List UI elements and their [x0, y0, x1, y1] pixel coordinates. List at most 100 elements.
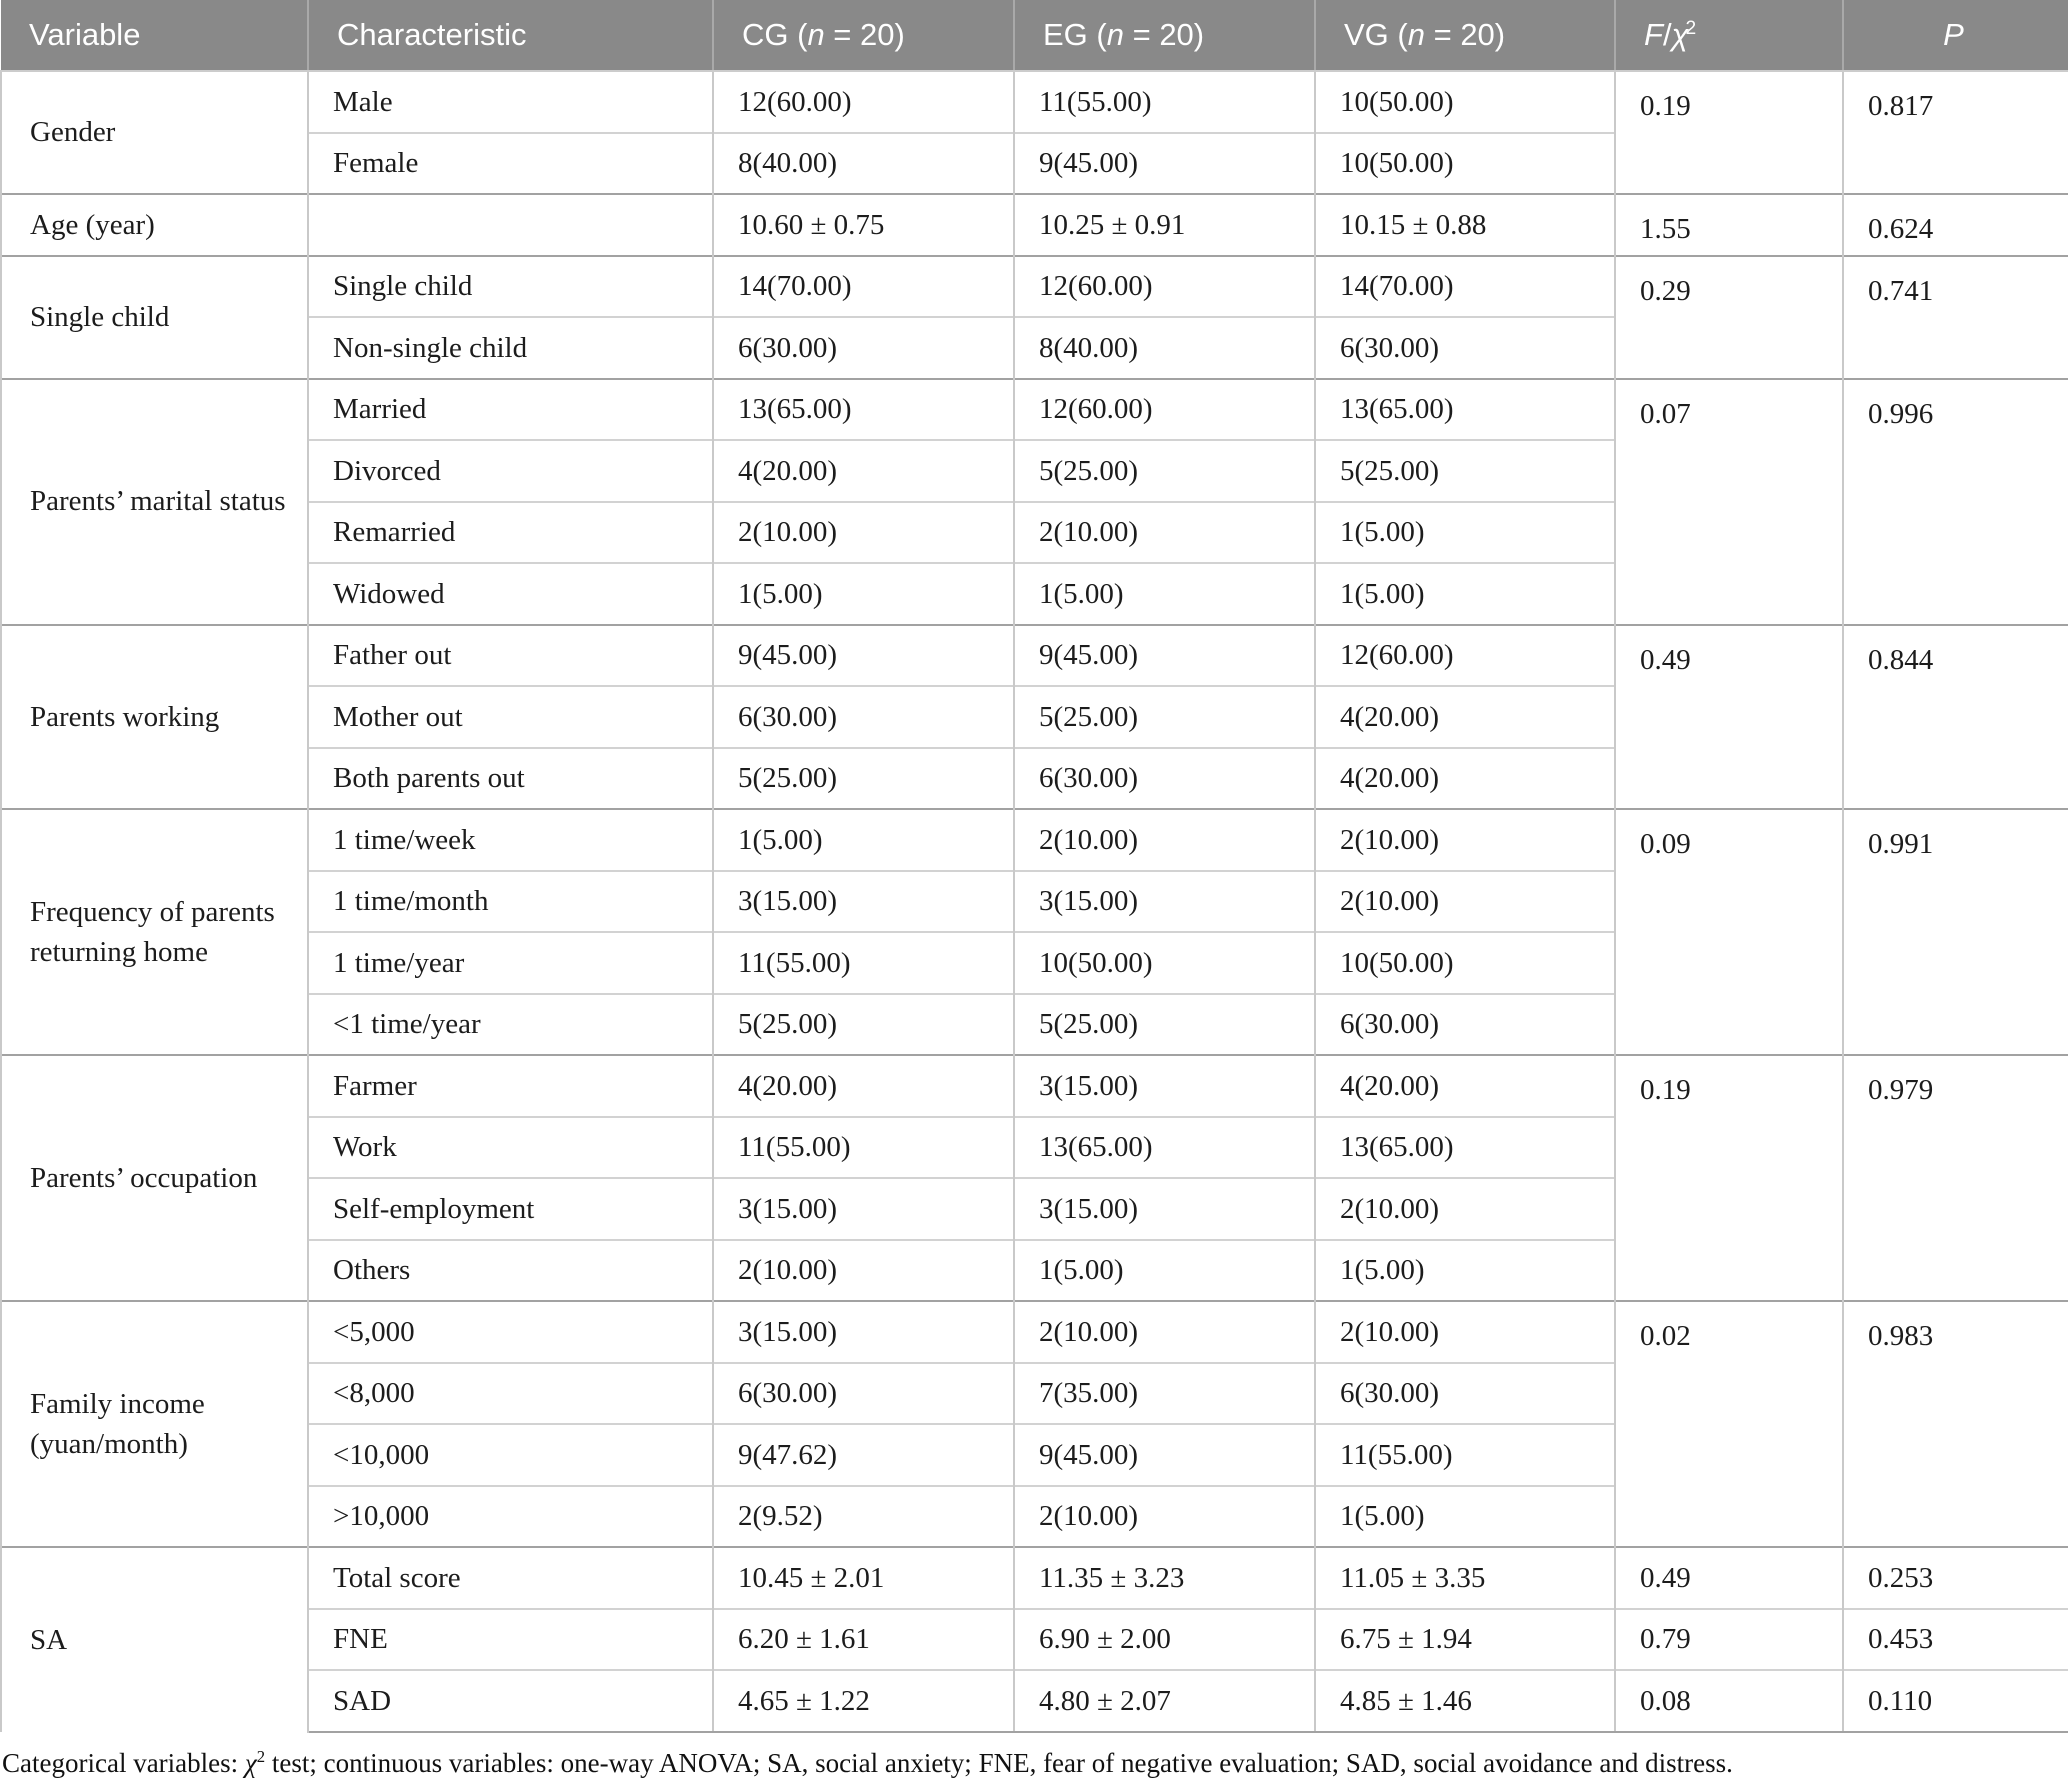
characteristic-cell: Female — [308, 131, 714, 194]
cg-value-cell: 10.60 ± 0.75 — [713, 193, 1015, 256]
characteristic-cell: 1 time/week — [308, 808, 714, 871]
footnote-text-suffix: test; continuous variables: one-way ANOV… — [265, 1747, 1733, 1778]
cg-value-cell: 6(30.00) — [713, 316, 1015, 379]
eg-value-cell: 6(30.00) — [1014, 746, 1316, 809]
table-header: Variable Characteristic CG (n = 20) EG (… — [1, 0, 2068, 72]
cg-value-cell: 8(40.00) — [713, 131, 1015, 194]
col-header-p: P — [1843, 0, 2068, 72]
characteristic-cell: <5,000 — [308, 1300, 714, 1363]
characteristic-cell: <10,000 — [308, 1423, 714, 1486]
p-value-cell: 0.817 — [1843, 70, 2068, 194]
eg-label-suffix: = 20) — [1123, 17, 1205, 52]
cg-value-cell: 3(15.00) — [713, 869, 1015, 932]
eg-value-cell: 9(45.00) — [1014, 131, 1316, 194]
table-row: FNE 6.20 ± 1.61 6.90 ± 2.00 6.75 ± 1.94 0.79… — [1, 1607, 2068, 1670]
f-symbol: F — [1644, 17, 1663, 52]
eg-value-cell: 5(25.00) — [1014, 685, 1316, 748]
col-header-variable: Variable — [1, 0, 309, 72]
eg-value-cell: 11.35 ± 3.23 — [1014, 1546, 1316, 1609]
characteristic-cell: Both parents out — [308, 746, 714, 809]
col-header-vg: VG (n = 20) — [1315, 0, 1616, 72]
cg-value-cell: 2(10.00) — [713, 1238, 1015, 1301]
cg-value-cell: 6(30.00) — [713, 1361, 1015, 1424]
chi-superscript: 2 — [1685, 17, 1697, 39]
vg-value-cell: 4(20.00) — [1315, 1054, 1616, 1117]
cg-value-cell: 2(9.52) — [713, 1484, 1015, 1547]
table-row: Parents’ marital status Married 13(65.00) 1… — [0, 377, 2068, 625]
variable-cell: Frequency of parents returning home — [0, 808, 309, 1055]
characteristic-cell: Others — [308, 1238, 714, 1301]
eg-value-cell: 2(10.00) — [1014, 808, 1316, 871]
cg-value-cell: 14(70.00) — [713, 254, 1015, 317]
col-header-characteristic: Characteristic — [308, 0, 714, 72]
f-value-cell: 0.07 — [1615, 377, 1844, 625]
characteristic-cell: 1 time/year — [308, 931, 714, 994]
characteristic-cell: <1 time/year — [308, 992, 714, 1055]
characteristic-cell: Non-single child — [308, 316, 714, 379]
table-row: Age (year) 10.60 ± 0.75 10.25 ± 0.91 10.15 … — [0, 193, 2068, 256]
variable-cell: Age (year) — [0, 193, 309, 256]
p-value-cell: 0.996 — [1843, 377, 2068, 625]
characteristic-cell: Father out — [308, 623, 714, 686]
eg-value-cell: 13(65.00) — [1014, 1115, 1316, 1178]
eg-value-cell: 9(45.00) — [1014, 623, 1316, 686]
f-value-cell: 0.08 — [1615, 1669, 1844, 1733]
cg-value-cell: 9(47.62) — [713, 1423, 1015, 1486]
eg-value-cell: 4.80 ± 2.07 — [1014, 1669, 1316, 1733]
p-value-cell: 0.453 — [1843, 1607, 2068, 1670]
vg-value-cell: 12(60.00) — [1315, 623, 1616, 686]
vg-value-cell: 4.85 ± 1.46 — [1315, 1669, 1616, 1733]
variable-cell: Single child — [0, 254, 309, 379]
table-row: Work 11(55.00) 13(65.00) 13(65.00) — [1, 1115, 2068, 1178]
vg-value-cell: 14(70.00) — [1315, 254, 1616, 317]
eg-value-cell: 10(50.00) — [1014, 931, 1316, 994]
slash-symbol: / — [1662, 17, 1672, 52]
cg-value-cell: 4(20.00) — [713, 1054, 1015, 1117]
table-row: <8,000 6(30.00) 7(35.00) 6(30.00) — [1, 1361, 2068, 1424]
vg-value-cell: 1(5.00) — [1315, 562, 1616, 625]
vg-value-cell: 2(10.00) — [1315, 869, 1616, 932]
cg-value-cell: 3(15.00) — [713, 1300, 1015, 1363]
eg-value-cell: 3(15.00) — [1014, 1054, 1316, 1117]
p-value-cell: 0.741 — [1843, 254, 2068, 379]
characteristic-cell: Single child — [308, 254, 714, 317]
table-row: Both parents out 5(25.00) 6(30.00) 4(20.00) — [1, 746, 2068, 809]
variable-cell: Family income (yuan/month) — [0, 1300, 309, 1547]
f-value-cell: 0.19 — [1615, 1054, 1844, 1301]
eg-label-prefix: EG ( — [1043, 17, 1107, 52]
characteristic-cell: Total score — [308, 1546, 714, 1609]
table-row: Non-single child 6(30.00) 8(40.00) 6(30.00) — [1, 316, 2068, 379]
cg-value-cell: 1(5.00) — [713, 562, 1015, 625]
vg-value-cell: 5(25.00) — [1315, 439, 1616, 502]
table-row: <10,000 9(47.62) 9(45.00) 11(55.00) — [1, 1423, 2068, 1486]
table-row: Widowed 1(5.00) 1(5.00) 1(5.00) — [1, 562, 2068, 625]
table-row: Gender Male 12(60.00) 11(55.00) 10(50.00) 0.1… — [0, 70, 2068, 194]
footnote: Categorical variables: χ2 test; continuo… — [2, 1746, 2068, 1781]
vg-label-suffix: = 20) — [1424, 17, 1506, 52]
eg-value-cell: 11(55.00) — [1014, 70, 1316, 133]
cg-value-cell: 9(45.00) — [713, 623, 1015, 686]
footnote-chi-superscript: 2 — [256, 1746, 266, 1766]
table-row: Others 2(10.00) 1(5.00) 1(5.00) — [1, 1238, 2068, 1301]
cg-value-cell: 2(10.00) — [713, 500, 1015, 563]
vg-value-cell: 13(65.00) — [1315, 1115, 1616, 1178]
p-value-cell: 0.983 — [1843, 1300, 2068, 1547]
characteristic-cell: Self-employment — [308, 1177, 714, 1240]
col-header-f-chi2: F/χ2 — [1615, 0, 1844, 72]
cg-label-suffix: = 20) — [824, 17, 905, 52]
f-value-cell: 0.02 — [1615, 1300, 1844, 1547]
eg-value-cell: 2(10.00) — [1014, 1484, 1316, 1547]
characteristic-cell: Work — [308, 1115, 714, 1178]
vg-value-cell: 2(10.00) — [1315, 1300, 1616, 1363]
eg-value-cell: 5(25.00) — [1014, 439, 1316, 502]
eg-value-cell: 3(15.00) — [1014, 869, 1316, 932]
characteristic-cell: 1 time/month — [308, 869, 714, 932]
col-header-eg: EG (n = 20) — [1014, 0, 1316, 72]
cg-label-prefix: CG ( — [742, 17, 808, 52]
eg-value-cell: 8(40.00) — [1014, 316, 1316, 379]
f-value-cell: 0.49 — [1615, 1546, 1844, 1609]
cg-value-cell: 3(15.00) — [713, 1177, 1015, 1240]
cg-value-cell: 12(60.00) — [713, 70, 1015, 133]
eg-value-cell: 2(10.00) — [1014, 1300, 1316, 1363]
